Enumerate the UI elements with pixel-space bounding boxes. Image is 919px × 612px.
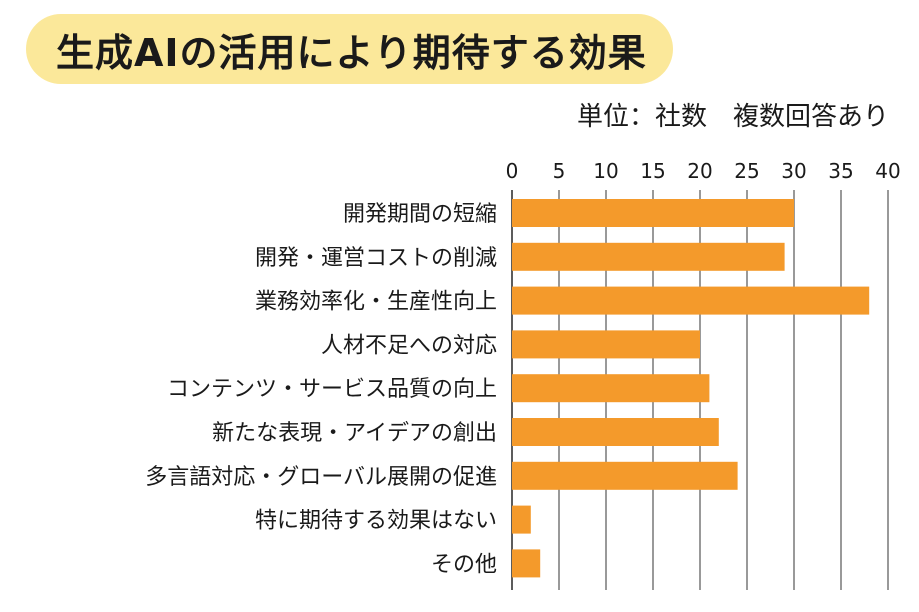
x-tick-label: 20 (687, 159, 712, 183)
category-label: 新たな表現・アイデアの創出 (212, 421, 497, 446)
chart-title-badge: 生成AIの活用により期待する効果 (26, 14, 673, 84)
category-label: 開発期間の短縮 (343, 202, 497, 227)
x-tick-label: 40 (875, 159, 900, 183)
chart-title: 生成AIの活用により期待する効果 (56, 30, 647, 75)
x-tick-label: 15 (640, 159, 665, 183)
category-label: 開発・運営コストの削減 (255, 246, 497, 271)
x-tick-label: 10 (593, 159, 618, 183)
bar (512, 505, 531, 534)
unit-note: 単位：社数 複数回答あり (576, 102, 889, 132)
x-tick-label: 25 (734, 159, 759, 183)
bar (512, 242, 785, 271)
x-tick-label: 35 (828, 159, 853, 183)
category-label: 人材不足への対応 (321, 333, 497, 358)
category-label: その他 (431, 552, 497, 577)
category-label: 多言語対応・グローバル展開の促進 (145, 465, 497, 490)
bar (512, 330, 700, 359)
category-label: 特に期待する効果はない (255, 509, 497, 534)
x-tick-label: 0 (506, 159, 519, 183)
bar (512, 418, 719, 446)
category-label: 業務効率化・生産性向上 (255, 290, 497, 315)
bar (512, 549, 541, 578)
bar (512, 374, 710, 403)
category-label: コンテンツ・サービス品質の向上 (167, 377, 497, 402)
bar (512, 286, 870, 315)
bar (512, 199, 794, 227)
x-tick-label: 30 (781, 159, 806, 183)
bar (512, 461, 738, 490)
x-tick-label: 5 (553, 159, 566, 183)
